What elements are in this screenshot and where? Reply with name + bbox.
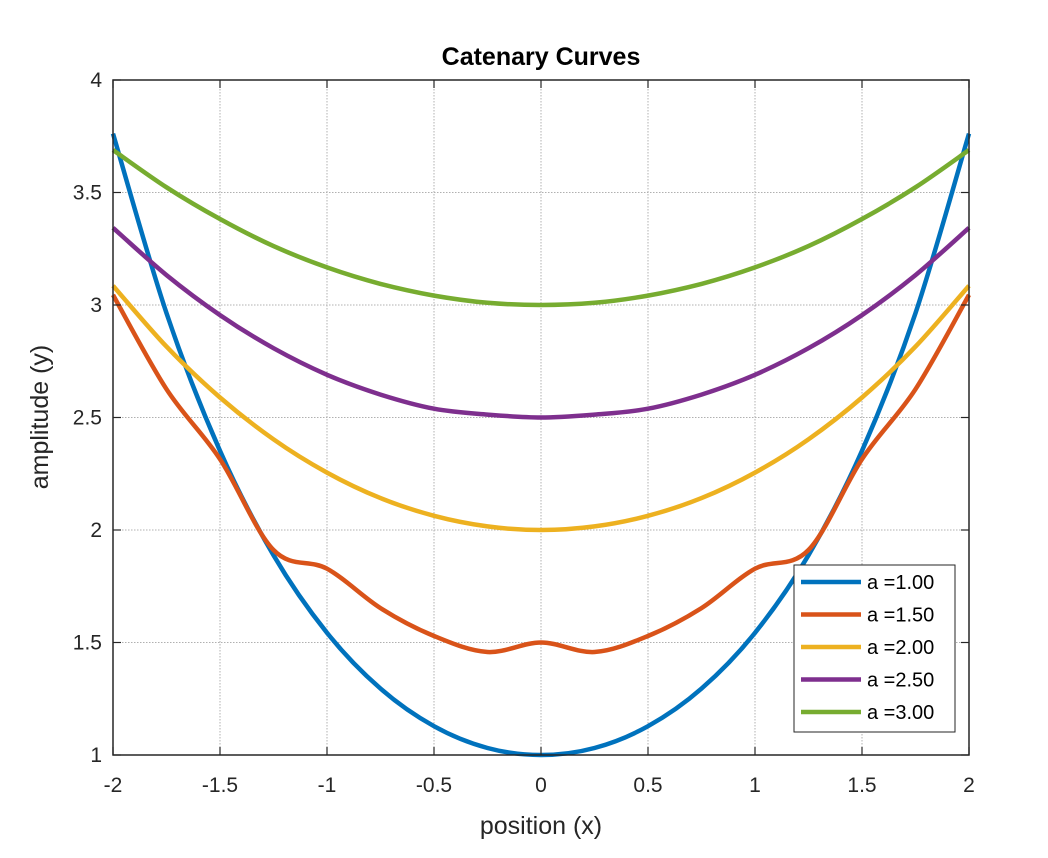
series-line-3 [111, 284, 971, 533]
x-axis-label: position (x) [480, 812, 602, 840]
x-tick-label: -2 [104, 774, 123, 797]
legend-label: a =2.50 [867, 670, 934, 692]
y-tick-label: 3 [90, 294, 102, 317]
legend-label: a =2.00 [867, 637, 934, 659]
y-tick-label: 2 [90, 519, 102, 542]
series-line-5 [111, 148, 971, 308]
x-tick-label: -0.5 [416, 774, 452, 797]
y-tick-label: 1.5 [73, 632, 102, 655]
x-tick-label: 0.5 [633, 774, 662, 797]
y-tick-label: 4 [90, 69, 102, 92]
x-tick-label: 1.5 [847, 774, 876, 797]
y-tick-label: 1 [90, 744, 102, 767]
x-tick-label: 1 [749, 774, 761, 797]
legend-box [793, 564, 956, 733]
x-tick-label: -1.5 [202, 774, 238, 797]
axis-ticks: -2 -1.5 -1 -0.5 0 0.5 1 1.5 2 1 1.5 2 2.5 3 3.5 4 [73, 69, 975, 797]
series-layer [110, 132, 972, 758]
y-axis-label: amplitude (y) [26, 345, 54, 490]
x-tick-label: -1 [318, 774, 337, 797]
legend-label: a =1.00 [867, 572, 934, 594]
legend: a =1.00 a =1.50 a =2.00 a =2.50 a =3.00 [793, 564, 956, 733]
chart-title: Catenary Curves [442, 43, 641, 71]
series-line-4 [111, 226, 971, 420]
series-line-2 [111, 293, 971, 655]
x-tick-label: 0 [535, 774, 547, 797]
y-tick-label: 3.5 [73, 182, 102, 205]
x-tick-label: 2 [963, 774, 975, 797]
legend-label: a =3.00 [867, 702, 934, 724]
legend-label: a =1.50 [867, 605, 934, 627]
y-tick-label: 2.5 [73, 407, 102, 430]
